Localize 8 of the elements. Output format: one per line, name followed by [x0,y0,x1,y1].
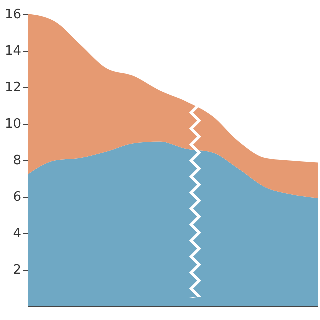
y-tick-label: 8 [13,154,22,168]
y-tick-label: 12 [4,80,22,96]
y-tick-label: 4 [13,226,22,242]
y-tick-label: 16 [4,8,22,22]
y-tick-label: 6 [13,190,22,205]
y-tick-label: 2 [13,263,22,278]
y-tick-label: 14 [4,44,22,59]
y-tick-label: 10 [4,117,22,132]
